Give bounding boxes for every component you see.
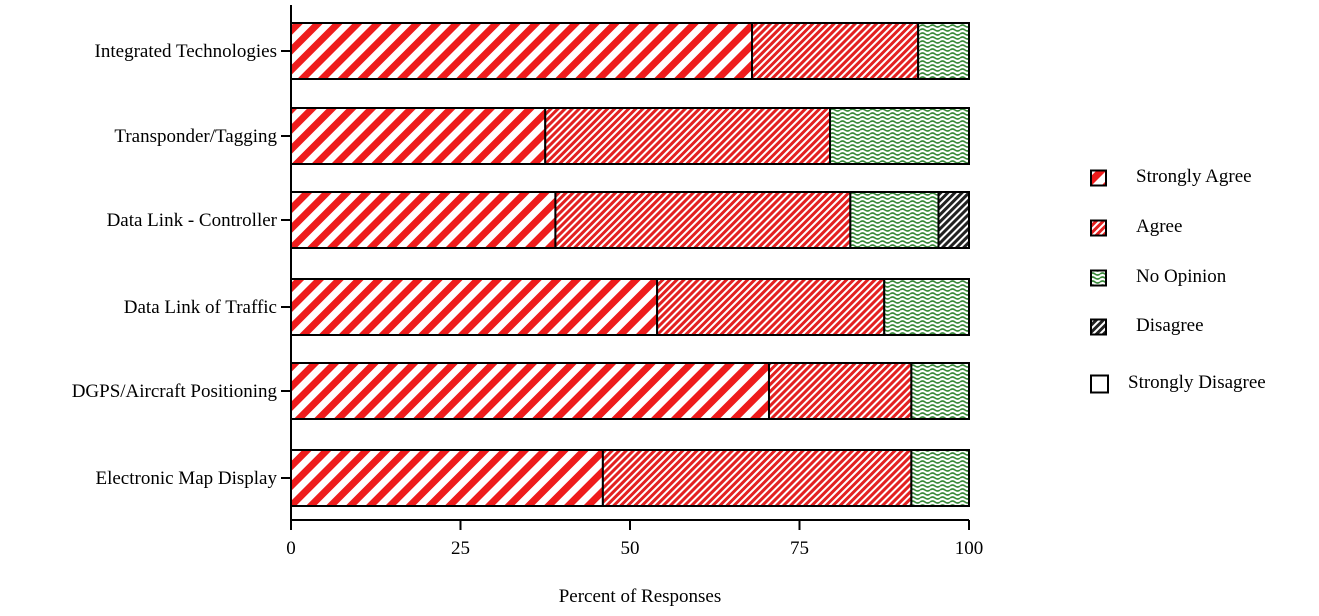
bar-segment-agree xyxy=(751,22,920,80)
bar-segment-no-opinion xyxy=(849,191,940,249)
category-label: DGPS/Aircraft Positioning xyxy=(72,381,278,402)
bar-segment-strongly-agree xyxy=(290,278,659,336)
x-tick-label: 0 xyxy=(286,538,296,559)
plot-area: Integrated Technologies Transponder/Taggi… xyxy=(72,5,983,559)
bar-segments xyxy=(290,22,971,507)
legend-label: No Opinion xyxy=(1136,266,1227,287)
legend-swatch xyxy=(1090,374,1109,394)
x-tick-label: 100 xyxy=(955,538,984,559)
bar-segment-strongly-agree xyxy=(290,107,547,165)
legend-swatch xyxy=(1090,269,1107,287)
bar-segment-agree xyxy=(544,107,832,165)
bar-segment-agree xyxy=(656,278,886,336)
bar-segment-no-opinion xyxy=(910,362,970,420)
legend-swatch xyxy=(1090,318,1107,336)
bar-segment-disagree xyxy=(937,191,970,249)
legend-swatch xyxy=(1090,219,1107,237)
legend-item-disagree: Disagree xyxy=(1090,315,1204,336)
legend-item-strongly-agree: Strongly Agree xyxy=(1090,166,1252,187)
x-axis-title: Percent of Responses xyxy=(559,586,722,607)
bar-segment-no-opinion xyxy=(829,107,971,165)
legend-label: Strongly Agree xyxy=(1136,166,1252,187)
category-label: Data Link - Controller xyxy=(107,210,278,231)
x-axis: 0 25 50 75 100 xyxy=(281,5,983,559)
category-label: Transponder/Tagging xyxy=(114,126,277,147)
legend: Strongly Agree Agree No Opinion Disagree Str… xyxy=(1090,166,1266,394)
bar-segment-no-opinion xyxy=(883,278,970,336)
legend-label: Strongly Disagree xyxy=(1128,372,1266,393)
bar-segment-agree xyxy=(767,362,913,420)
legend-label: Agree xyxy=(1136,216,1182,237)
bar-segment-strongly-agree xyxy=(290,362,770,420)
x-tick-label: 25 xyxy=(451,538,470,559)
legend-item-strongly-disagree: Strongly Disagree xyxy=(1090,372,1266,394)
legend-item-agree: Agree xyxy=(1090,216,1182,237)
legend-label: Disagree xyxy=(1136,315,1204,336)
category-label: Data Link of Traffic xyxy=(124,297,277,318)
category-labels: Integrated Technologies Transponder/Taggi… xyxy=(72,41,278,489)
x-tick-label: 75 xyxy=(790,538,809,559)
category-label: Integrated Technologies xyxy=(95,41,277,62)
bar-segment-strongly-agree xyxy=(290,191,557,249)
bar-segment-no-opinion xyxy=(910,449,970,507)
category-label: Electronic Map Display xyxy=(95,468,277,489)
bar-segment-no-opinion xyxy=(917,22,971,80)
x-tick-label: 50 xyxy=(621,538,640,559)
bar-segment-strongly-agree xyxy=(290,449,604,507)
bar-segment-agree xyxy=(554,191,852,249)
bar-segment-strongly-agree xyxy=(290,22,754,80)
legend-item-no-opinion: No Opinion xyxy=(1090,266,1227,287)
legend-swatch xyxy=(1090,169,1107,187)
bar-segment-agree xyxy=(601,449,913,507)
